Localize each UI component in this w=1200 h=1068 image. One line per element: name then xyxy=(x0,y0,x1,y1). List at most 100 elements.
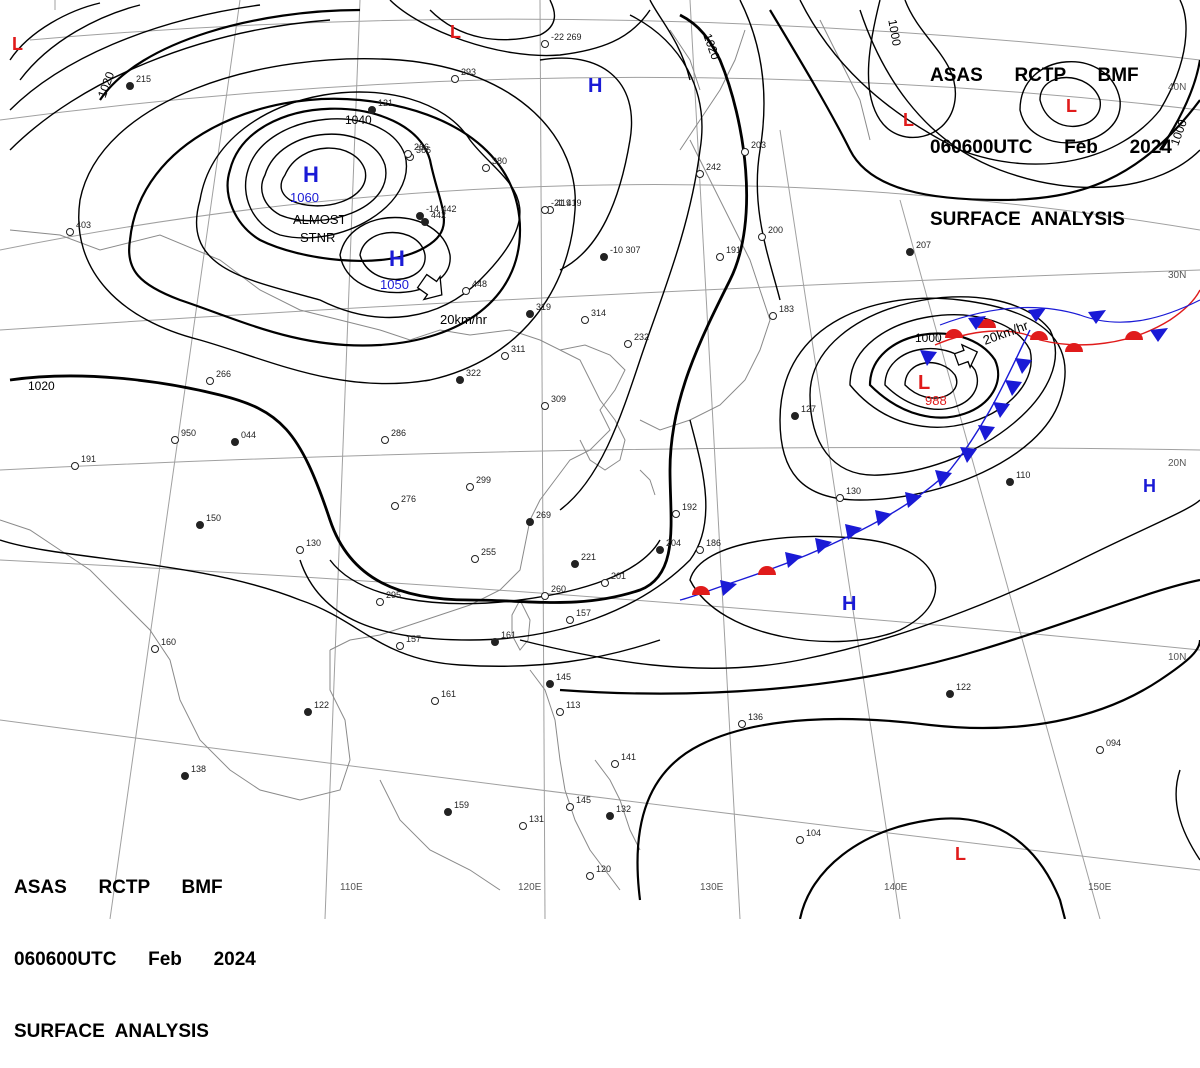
station-marker-icon xyxy=(501,352,509,360)
station-marker-icon xyxy=(696,546,704,554)
high-pressure-icon: H xyxy=(389,246,405,271)
station-pressure-value: 159 xyxy=(454,800,469,810)
station-pressure-value: 276 xyxy=(401,494,416,504)
station-plot: 113 xyxy=(556,700,580,716)
station-plot: 266 xyxy=(206,369,231,385)
station-plot: 161 xyxy=(491,630,516,646)
station-pressure-value: 269 xyxy=(536,510,551,520)
warm-front-icon xyxy=(692,319,1143,595)
station-pressure-value: 145 xyxy=(576,795,591,805)
station-marker-icon xyxy=(181,772,189,780)
station-marker-icon xyxy=(836,494,844,502)
station-marker-icon xyxy=(601,579,609,587)
station-marker-icon xyxy=(672,510,680,518)
station-pressure-value: 131 xyxy=(529,814,544,824)
station-marker-icon xyxy=(586,872,594,880)
station-plot: 141 xyxy=(611,752,636,768)
station-pressure-value: -10 307 xyxy=(610,245,641,255)
station-plot: 950 xyxy=(171,428,196,444)
station-plot: 191 xyxy=(71,454,96,470)
station-marker-icon xyxy=(541,592,549,600)
station-plot: 260 xyxy=(541,584,566,600)
station-pressure-value: 161 xyxy=(441,689,456,699)
station-plot: 314 xyxy=(581,308,606,324)
station-plot: 136 xyxy=(738,712,763,728)
isobar-label: 1040 xyxy=(345,113,372,127)
station-marker-icon xyxy=(391,502,399,510)
station-pressure-value: 260 xyxy=(551,584,566,594)
station-marker-icon xyxy=(656,546,664,554)
station-marker-icon xyxy=(296,546,304,554)
low-pressure-icon: L xyxy=(955,844,966,864)
station-plot: -21 419 xyxy=(541,198,582,214)
lon-label: 130E xyxy=(700,882,724,893)
station-plot: -10 307 xyxy=(600,245,641,261)
station-pressure-value: 299 xyxy=(476,475,491,485)
station-marker-icon xyxy=(471,555,479,563)
station-marker-icon xyxy=(758,233,766,241)
station-pressure-value: -21 419 xyxy=(551,198,582,208)
annotations: ALMOST STNR 20km/hr 20km/hr xyxy=(293,212,1031,369)
station-pressure-value: 132 xyxy=(616,804,631,814)
station-pressure-value: 136 xyxy=(748,712,763,722)
isobars xyxy=(0,0,1200,919)
high-value-label: 1050 xyxy=(380,277,409,292)
station-marker-icon xyxy=(519,822,527,830)
station-plot: 183 xyxy=(769,304,794,320)
station-plot: 269 xyxy=(526,510,551,526)
station-plot: 299 xyxy=(466,475,491,491)
station-marker-icon xyxy=(151,645,159,653)
station-plot: 221 xyxy=(571,552,596,568)
station-plot: 204 xyxy=(656,538,681,554)
station-pressure-value: 186 xyxy=(706,538,721,548)
station-pressure-value: 201 xyxy=(611,571,626,581)
station-plot: 215 xyxy=(126,74,151,90)
station-pressure-value: 160 xyxy=(161,637,176,647)
weather-map: 1020 1040 1020 1020 1000 1000 1000 xyxy=(0,0,1200,919)
station-plot: 207 xyxy=(906,240,931,256)
almost-label: ALMOST xyxy=(293,212,347,227)
station-marker-icon xyxy=(1006,478,1014,486)
pressure-centers: H 1060 H 1050 H H H L 988 L L L L L xyxy=(12,22,1156,864)
station-pressure-value: 286 xyxy=(391,428,406,438)
station-pressure-value: 309 xyxy=(551,394,566,404)
station-pressure-value: 113 xyxy=(566,700,580,710)
station-marker-icon xyxy=(451,75,459,83)
station-marker-icon xyxy=(566,616,574,624)
station-plot: 380 xyxy=(482,156,507,172)
station-pressure-value: 200 xyxy=(768,225,783,235)
station-plot: 138 xyxy=(181,764,206,780)
lon-label: 110E xyxy=(340,882,363,893)
station-pressure-value: 191 xyxy=(81,454,96,464)
station-pressure-value: 266 xyxy=(216,369,231,379)
station-pressure-value: 191 xyxy=(726,245,741,255)
lat-label: 40N xyxy=(1168,82,1186,93)
station-marker-icon xyxy=(741,148,749,156)
station-plot: 311 xyxy=(501,344,525,360)
station-pressure-value: 232 xyxy=(634,332,649,342)
header-top-line3: SURFACE ANALYSIS xyxy=(930,209,1125,230)
station-pressure-value: 419 xyxy=(556,198,571,208)
station-marker-icon xyxy=(769,312,777,320)
station-marker-icon xyxy=(526,310,534,318)
station-pressure-value: 319 xyxy=(536,302,551,312)
station-pressure-value: 094 xyxy=(1106,738,1121,748)
station-plot: 255 xyxy=(471,547,496,563)
lon-label: 140E xyxy=(884,882,908,893)
station-pressure-value: -14 442 xyxy=(426,204,457,214)
station-marker-icon xyxy=(482,164,490,172)
station-marker-icon xyxy=(624,340,632,348)
warm-front-line xyxy=(934,289,1200,346)
motion-arrow-icon xyxy=(416,273,443,301)
station-pressure-value: 150 xyxy=(206,513,221,523)
station-marker-icon xyxy=(71,462,79,470)
station-marker-icon xyxy=(546,680,554,688)
station-pressure-value: 293 xyxy=(461,67,476,77)
station-marker-icon xyxy=(126,82,134,90)
station-plot: 157 xyxy=(396,634,421,650)
high-pressure-icon: H xyxy=(1143,476,1156,496)
motion-speed-west: 20km/hr xyxy=(440,312,488,327)
station-plot: 157 xyxy=(566,608,591,624)
isobar-label: 1000 xyxy=(915,331,942,345)
station-marker-icon xyxy=(696,170,704,178)
